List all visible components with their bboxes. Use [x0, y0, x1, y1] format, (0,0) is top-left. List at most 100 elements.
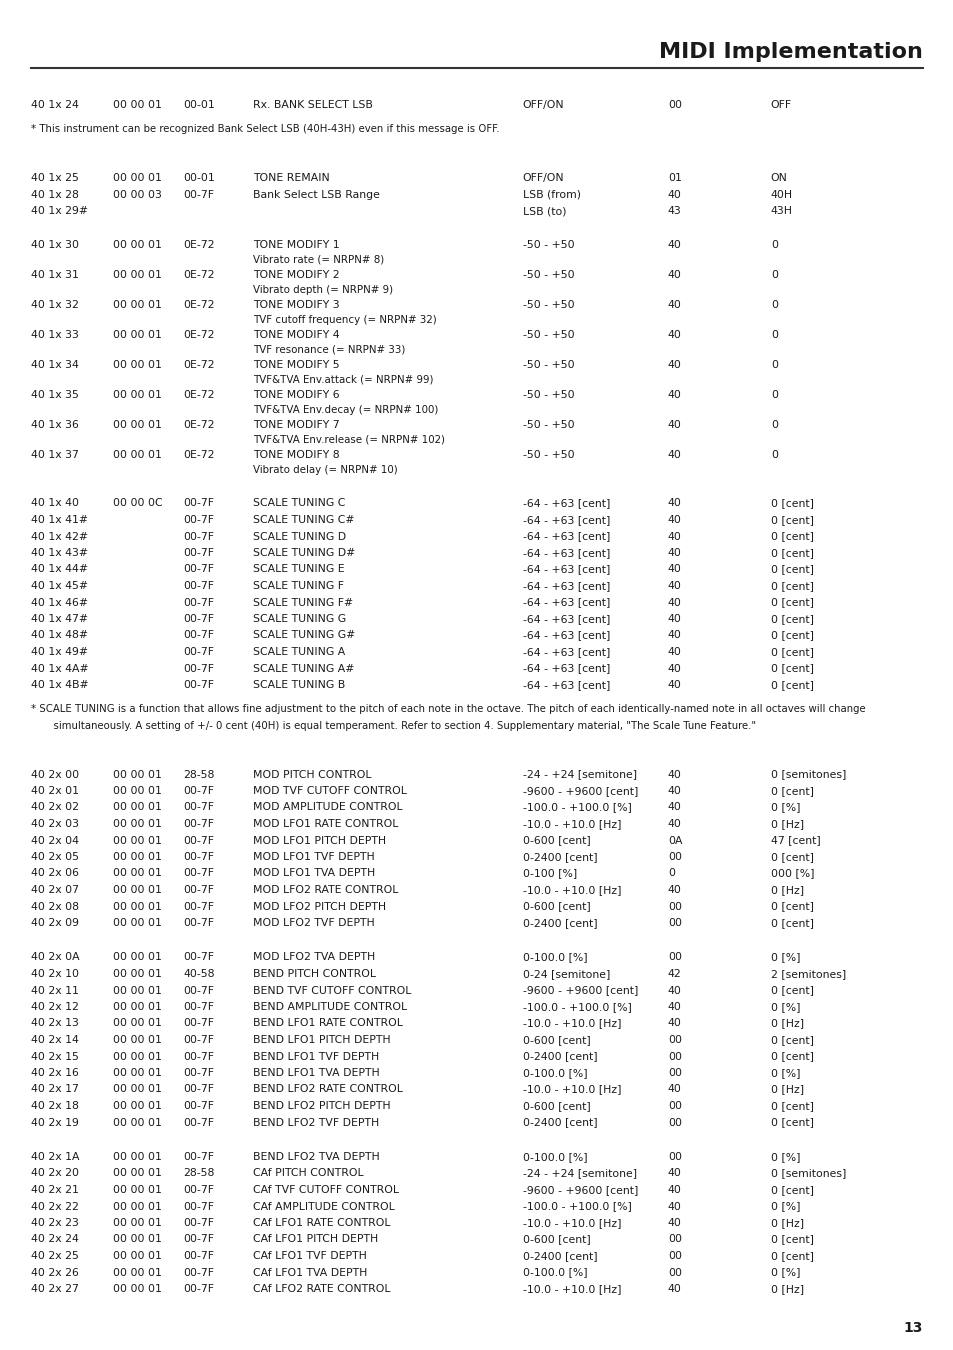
Text: MOD LFO1 TVA DEPTH: MOD LFO1 TVA DEPTH — [253, 868, 375, 879]
Text: 0: 0 — [770, 270, 777, 281]
Text: * This instrument can be recognized Bank Select LSB (40H-43H) even if this messa: * This instrument can be recognized Bank… — [30, 124, 498, 135]
Text: 40 2x 08: 40 2x 08 — [30, 902, 78, 911]
Text: OFF/ON: OFF/ON — [522, 100, 564, 109]
Text: 40 1x 36: 40 1x 36 — [30, 420, 78, 431]
Text: 40: 40 — [667, 1185, 681, 1195]
Text: 40 2x 21: 40 2x 21 — [30, 1185, 78, 1195]
Text: -9600 - +9600 [cent]: -9600 - +9600 [cent] — [522, 786, 638, 796]
Text: 40: 40 — [667, 240, 681, 251]
Text: TONE MODIFY 8: TONE MODIFY 8 — [253, 451, 339, 460]
Text: 40: 40 — [667, 564, 681, 575]
Text: 00 00 01: 00 00 01 — [112, 173, 161, 184]
Text: 00 00 01: 00 00 01 — [112, 100, 161, 109]
Text: 0 [cent]: 0 [cent] — [770, 986, 813, 995]
Text: 0-100.0 [%]: 0-100.0 [%] — [522, 1068, 587, 1079]
Text: BEND LFO1 TVA DEPTH: BEND LFO1 TVA DEPTH — [253, 1068, 379, 1079]
Text: 0 [cent]: 0 [cent] — [770, 1185, 813, 1195]
Text: 0 [cent]: 0 [cent] — [770, 564, 813, 575]
Text: BEND LFO2 PITCH DEPTH: BEND LFO2 PITCH DEPTH — [253, 1102, 390, 1111]
Text: 01: 01 — [667, 173, 681, 184]
Text: 00 00 01: 00 00 01 — [112, 969, 161, 979]
Text: 0 [cent]: 0 [cent] — [770, 1035, 813, 1045]
Text: 0 [cent]: 0 [cent] — [770, 630, 813, 640]
Text: 0A: 0A — [667, 836, 681, 845]
Text: 0E-72: 0E-72 — [183, 451, 214, 460]
Text: 00-01: 00-01 — [183, 100, 214, 109]
Text: TONE MODIFY 7: TONE MODIFY 7 — [253, 420, 339, 431]
Text: 0 [cent]: 0 [cent] — [770, 532, 813, 541]
Text: 0-600 [cent]: 0-600 [cent] — [522, 1234, 590, 1245]
Text: 00 00 01: 00 00 01 — [112, 1218, 161, 1228]
Text: 0-2400 [cent]: 0-2400 [cent] — [522, 1251, 597, 1261]
Text: 0 [%]: 0 [%] — [770, 1068, 800, 1079]
Text: 0-100.0 [%]: 0-100.0 [%] — [522, 1268, 587, 1277]
Text: 40 1x 44#: 40 1x 44# — [30, 564, 88, 575]
Text: 00 00 01: 00 00 01 — [112, 852, 161, 863]
Text: CAf PITCH CONTROL: CAf PITCH CONTROL — [253, 1169, 363, 1179]
Text: 0 [cent]: 0 [cent] — [770, 1102, 813, 1111]
Text: -50 - +50: -50 - +50 — [522, 360, 574, 370]
Text: -10.0 - +10.0 [Hz]: -10.0 - +10.0 [Hz] — [522, 1084, 620, 1095]
Text: 0E-72: 0E-72 — [183, 331, 214, 340]
Text: 40 2x 00: 40 2x 00 — [30, 769, 78, 779]
Text: -24 - +24 [semitone]: -24 - +24 [semitone] — [522, 769, 637, 779]
Text: 00-7F: 00-7F — [183, 1251, 213, 1261]
Text: 00 00 01: 00 00 01 — [112, 1035, 161, 1045]
Text: 00 00 01: 00 00 01 — [112, 1118, 161, 1127]
Text: 0 [%]: 0 [%] — [770, 953, 800, 963]
Text: 0 [Hz]: 0 [Hz] — [770, 1018, 803, 1029]
Text: 40 1x 28: 40 1x 28 — [30, 189, 78, 200]
Text: 0E-72: 0E-72 — [183, 390, 214, 401]
Text: MOD AMPLITUDE CONTROL: MOD AMPLITUDE CONTROL — [253, 802, 402, 813]
Text: SCALE TUNING F#: SCALE TUNING F# — [253, 598, 353, 608]
Text: 40 1x 41#: 40 1x 41# — [30, 514, 88, 525]
Text: TONE REMAIN: TONE REMAIN — [253, 173, 329, 184]
Text: 00-7F: 00-7F — [183, 1052, 213, 1061]
Text: 00-7F: 00-7F — [183, 532, 213, 541]
Text: 40: 40 — [667, 514, 681, 525]
Text: -10.0 - +10.0 [Hz]: -10.0 - +10.0 [Hz] — [522, 1018, 620, 1029]
Text: 0 [cent]: 0 [cent] — [770, 580, 813, 591]
Text: 40 1x 30: 40 1x 30 — [30, 240, 78, 251]
Text: -50 - +50: -50 - +50 — [522, 451, 574, 460]
Text: 00 00 01: 00 00 01 — [112, 1102, 161, 1111]
Text: 00: 00 — [667, 902, 681, 911]
Text: 00-7F: 00-7F — [183, 1284, 213, 1295]
Text: 40: 40 — [667, 1284, 681, 1295]
Text: 40 1x 37: 40 1x 37 — [30, 451, 78, 460]
Text: 000 [%]: 000 [%] — [770, 868, 814, 879]
Text: MOD LFO2 TVF DEPTH: MOD LFO2 TVF DEPTH — [253, 918, 375, 927]
Text: 40 1x 46#: 40 1x 46# — [30, 598, 88, 608]
Text: 00-7F: 00-7F — [183, 1152, 213, 1162]
Text: SCALE TUNING B: SCALE TUNING B — [253, 680, 345, 690]
Text: SCALE TUNING F: SCALE TUNING F — [253, 580, 343, 591]
Text: 2 [semitones]: 2 [semitones] — [770, 969, 845, 979]
Text: 00 00 01: 00 00 01 — [112, 1002, 161, 1012]
Text: 00-7F: 00-7F — [183, 1068, 213, 1079]
Text: 0E-72: 0E-72 — [183, 301, 214, 310]
Text: -100.0 - +100.0 [%]: -100.0 - +100.0 [%] — [522, 1002, 631, 1012]
Text: 40 2x 20: 40 2x 20 — [30, 1169, 78, 1179]
Text: 00: 00 — [667, 852, 681, 863]
Text: 0 [Hz]: 0 [Hz] — [770, 1084, 803, 1095]
Text: SCALE TUNING E: SCALE TUNING E — [253, 564, 344, 575]
Text: 00 00 01: 00 00 01 — [112, 331, 161, 340]
Text: 00: 00 — [667, 918, 681, 927]
Text: 00 00 01: 00 00 01 — [112, 836, 161, 845]
Text: TONE MODIFY 2: TONE MODIFY 2 — [253, 270, 339, 281]
Text: 40 2x 19: 40 2x 19 — [30, 1118, 78, 1127]
Text: -24 - +24 [semitone]: -24 - +24 [semitone] — [522, 1169, 637, 1179]
Text: 40 1x 4A#: 40 1x 4A# — [30, 663, 88, 674]
Text: 0 [Hz]: 0 [Hz] — [770, 819, 803, 829]
Text: 0: 0 — [770, 360, 777, 370]
Text: 40: 40 — [667, 802, 681, 813]
Text: 00: 00 — [667, 100, 681, 109]
Text: TVF&TVA Env.attack (= NRPN# 99): TVF&TVA Env.attack (= NRPN# 99) — [253, 375, 433, 385]
Text: 0: 0 — [667, 868, 674, 879]
Text: 00 00 01: 00 00 01 — [112, 360, 161, 370]
Text: 00-7F: 00-7F — [183, 1002, 213, 1012]
Text: 00 00 03: 00 00 03 — [112, 189, 161, 200]
Text: 40: 40 — [667, 614, 681, 624]
Text: 40: 40 — [667, 663, 681, 674]
Text: 40: 40 — [667, 498, 681, 509]
